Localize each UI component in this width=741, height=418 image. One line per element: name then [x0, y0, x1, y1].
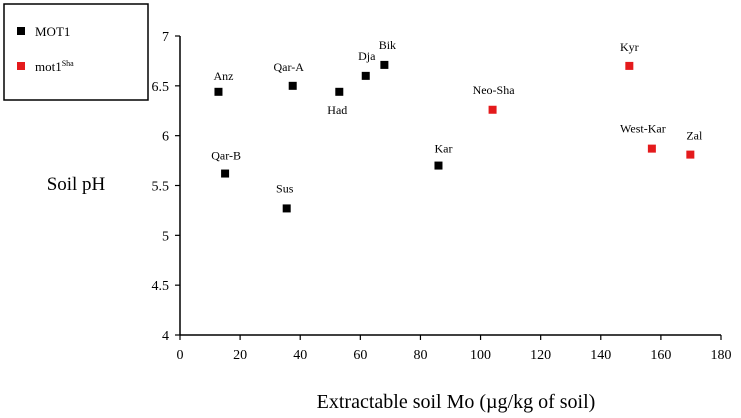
data-point	[288, 81, 297, 90]
point-label: Bik	[379, 38, 396, 52]
y-tick-label: 4.5	[152, 279, 170, 294]
x-tick-label: 80	[413, 348, 427, 363]
point-label: Sus	[276, 181, 294, 195]
data-point	[214, 87, 223, 96]
data-point	[335, 87, 344, 96]
x-tick-label: 100	[470, 348, 491, 363]
data-point	[221, 169, 230, 178]
legend-label-superscript: Sha	[62, 59, 74, 68]
legend-label: mot1Sha	[35, 59, 74, 74]
legend-label: MOT1	[35, 24, 70, 39]
data-point	[647, 144, 656, 153]
data-point	[361, 71, 370, 80]
legend-marker	[17, 27, 25, 35]
point-label: Had	[327, 103, 347, 117]
point-label: Qar-B	[211, 149, 241, 163]
data-point	[488, 105, 497, 114]
y-tick-label: 7	[162, 30, 169, 45]
point-label: Dja	[358, 49, 376, 63]
legend-label-text: MOT1	[35, 24, 70, 39]
point-label: Kyr	[620, 40, 639, 54]
data-point	[686, 150, 695, 159]
legend: MOT1 mot1Sha	[3, 3, 149, 101]
data-point	[625, 61, 634, 70]
y-tick-label: 6	[162, 130, 169, 145]
legend-label-text: mot1	[35, 59, 62, 74]
x-tick-label: 20	[233, 348, 247, 363]
point-label: Neo-Sha	[473, 83, 516, 97]
y-axis-label: Soil pH	[47, 174, 106, 195]
data-point	[282, 204, 291, 213]
x-tick-label: 0	[177, 348, 184, 363]
y-tick-label: 6.5	[152, 80, 170, 95]
x-tick-label: 40	[293, 348, 307, 363]
y-tick-label: 5	[162, 229, 169, 244]
point-label: Qar-A	[273, 60, 304, 74]
y-tick-label: 4	[162, 329, 169, 344]
point-label: Kar	[434, 142, 452, 156]
point-label: Anz	[213, 69, 233, 83]
data-point	[380, 60, 389, 69]
legend-marker	[17, 62, 25, 70]
x-tick-label: 60	[353, 348, 367, 363]
x-tick-label: 160	[650, 348, 671, 363]
point-label: West-Kar	[620, 122, 666, 136]
data-point	[434, 161, 443, 170]
y-tick-label: 5.5	[152, 180, 170, 195]
axes: 0 20 40 60 80 100 120 140 160 180 4 4.5 5 5.5 6 6.5 7	[152, 30, 732, 363]
x-axis-label: Extractable soil Mo (µg/kg of soil)	[317, 391, 596, 413]
x-tick-label: 180	[711, 348, 732, 363]
legend-box	[3, 3, 149, 101]
x-tick-label: 120	[530, 348, 551, 363]
x-tick-label: 140	[590, 348, 611, 363]
point-label: Zal	[686, 129, 703, 143]
